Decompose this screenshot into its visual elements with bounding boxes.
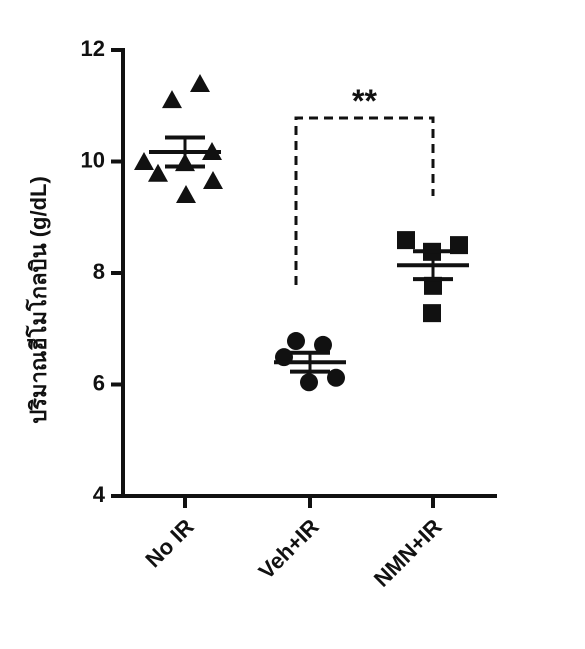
triangle-point [203, 171, 223, 190]
y-tick-label: 12 [81, 36, 105, 61]
significance-label: ** [352, 83, 377, 119]
triangle-point [190, 74, 210, 93]
y-axis-label: ปริมาณฮีโมโกลบิน (g/dL) [25, 176, 51, 424]
triangle-point [148, 163, 168, 182]
square-point [424, 276, 442, 295]
y-tick-label: 8 [93, 259, 105, 284]
square-point [450, 236, 468, 255]
triangle-point [134, 152, 154, 171]
circle-point [327, 368, 345, 387]
y-tick-label: 10 [81, 147, 105, 172]
circle-point [287, 332, 305, 351]
triangle-point [162, 90, 182, 109]
square-point [397, 231, 415, 250]
y-tick-label: 6 [93, 370, 105, 395]
triangle-point [176, 184, 196, 203]
significance-bracket [294, 116, 435, 285]
square-point [423, 304, 441, 323]
x-tick-label: No IR [140, 514, 198, 572]
y-tick-label: 4 [93, 482, 106, 507]
circle-point [300, 373, 318, 392]
x-tick-label: Veh+IR [254, 514, 324, 584]
circle-point [314, 335, 332, 354]
x-tick-label: NMN+IR [369, 514, 447, 592]
